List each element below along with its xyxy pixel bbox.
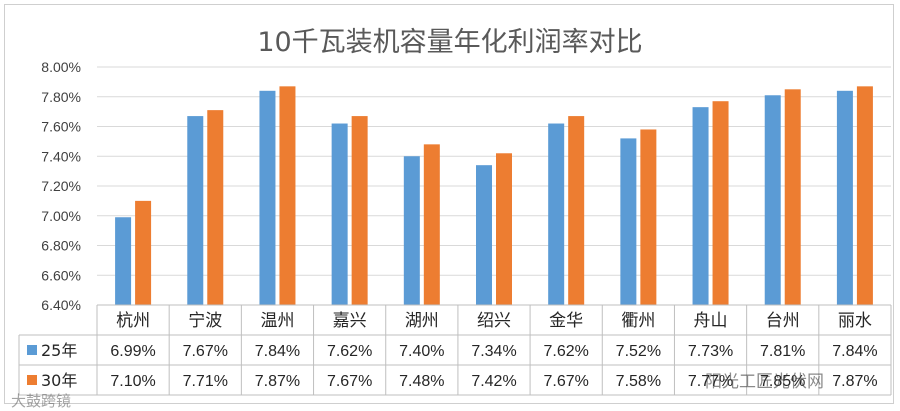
bar-series1	[476, 165, 492, 305]
data-table: 杭州 宁波 温州 嘉兴 湖州 绍兴 金华 衢州 舟山 台州 丽水 25年 6.99% 7.67% 7.84%…	[18, 304, 892, 396]
chart-title: 10千瓦装机容量年化利润率对比	[257, 27, 642, 58]
y-tick-label: 6.40%	[41, 297, 81, 313]
category-label: 宁波	[188, 311, 222, 331]
data-label: 7.84%	[832, 343, 877, 360]
category-label: 湖州	[405, 311, 439, 331]
data-label: 7.73%	[688, 343, 733, 360]
bar-series1	[259, 90, 276, 305]
category-label: 杭州	[116, 311, 150, 331]
y-tick-label: 7.00%	[41, 208, 81, 224]
bar-series2	[135, 200, 152, 305]
data-label: 7.62%	[327, 343, 372, 360]
bar-series2	[856, 86, 873, 306]
bar-series2	[207, 110, 224, 305]
watermark-left: 大鼓跨镜	[11, 392, 72, 410]
bar-series1	[115, 217, 132, 305]
bar-series2	[351, 116, 368, 306]
y-tick-label: 7.80%	[41, 89, 81, 105]
legend-swatch	[27, 375, 37, 385]
data-label: 7.67%	[327, 373, 372, 390]
bar-series1	[764, 95, 781, 305]
bars	[115, 86, 873, 306]
bar-series2	[640, 129, 657, 305]
y-tick-label: 8.00%	[41, 59, 81, 75]
data-label: 7.85%	[760, 373, 805, 390]
data-label: 7.87%	[832, 373, 877, 390]
data-label: 6.99%	[110, 343, 155, 360]
category-label: 台州	[766, 311, 800, 331]
legend-series-name: 30年	[41, 371, 77, 390]
data-label: 7.71%	[183, 373, 228, 390]
bar-series1	[836, 90, 853, 305]
data-label: 7.87%	[255, 373, 300, 390]
data-label: 7.52%	[616, 343, 661, 360]
y-tick-label: 7.60%	[41, 119, 81, 135]
data-label: 7.42%	[471, 373, 516, 390]
y-tick-label: 7.20%	[41, 178, 81, 194]
data-label: 7.81%	[760, 343, 805, 360]
legend-swatch	[27, 345, 37, 355]
bar-series2	[784, 89, 801, 305]
bar-series1	[403, 156, 420, 305]
watermark-right: 阳光工匠光伏网	[705, 372, 824, 392]
category-label: 丽水	[838, 311, 872, 331]
category-label: 衢州	[621, 310, 655, 331]
category-label: 舟山	[694, 311, 728, 331]
bar-series2	[712, 101, 729, 306]
bar-series2	[423, 144, 440, 305]
data-label: 7.67%	[183, 343, 228, 360]
data-label: 7.40%	[399, 343, 444, 360]
data-label: 7.58%	[616, 373, 661, 390]
y-tick-label: 7.40%	[41, 148, 81, 164]
category-label: 金华	[549, 311, 583, 331]
category-label: 嘉兴	[333, 311, 367, 331]
data-label: 7.48%	[399, 373, 444, 390]
bar-series1	[331, 123, 348, 306]
bar-series2	[496, 153, 512, 305]
bar-series1	[620, 138, 637, 305]
y-axis: 8.00% 7.80% 7.60% 7.40% 7.20% 7.00% 6.80% 6.60%…	[41, 59, 81, 313]
bar-series1	[692, 107, 709, 305]
bar-series1	[548, 123, 565, 306]
data-label: 7.84%	[255, 343, 300, 360]
legend-series-name: 25年	[41, 341, 77, 360]
data-label: 7.10%	[110, 373, 155, 390]
data-label: 7.77%	[688, 373, 733, 390]
data-label: 7.62%	[543, 343, 588, 360]
y-tick-label: 6.80%	[41, 238, 81, 254]
data-label: 7.34%	[471, 343, 516, 360]
bar-series2	[568, 116, 585, 306]
category-label: 温州	[260, 311, 294, 331]
data-label: 7.67%	[543, 373, 588, 390]
bar-series1	[187, 116, 204, 306]
bar-series2	[279, 86, 296, 306]
category-label: 绍兴	[477, 311, 511, 331]
chart-frame: 10千瓦装机容量年化利润率对比 8.00% 7.80% 7.60% 7.40% 7.20…	[4, 4, 894, 410]
y-tick-label: 6.60%	[41, 267, 81, 283]
bar-chart: 10千瓦装机容量年化利润率对比 8.00% 7.80% 7.60% 7.40% 7.20…	[18, 27, 892, 396]
